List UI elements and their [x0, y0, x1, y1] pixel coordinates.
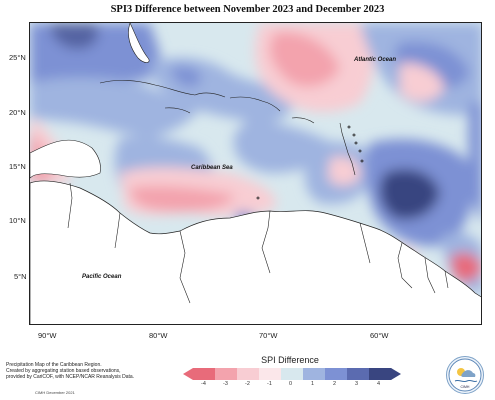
- lon-tick-80w: 80°W: [149, 331, 168, 340]
- coastlines: [67, 80, 449, 304]
- legend-tick-label: 1: [311, 381, 315, 387]
- legend-colorbar: [183, 368, 401, 380]
- legend-title: SPI Difference: [261, 355, 319, 365]
- pacific-ocean-label: Pacific Ocean: [82, 274, 122, 280]
- map-panel: Atlantic Ocean Caribbean Sea Pacific Oce…: [29, 22, 482, 325]
- logo-text: CIMH: [461, 385, 470, 389]
- legend-swatch: [237, 368, 260, 380]
- lat-tick-5n: 5°N: [14, 272, 27, 281]
- lat-tick-25n: 25°N: [9, 53, 26, 62]
- legend-tick-label: -4: [201, 381, 206, 387]
- lon-tick-70w: 70°W: [259, 331, 278, 340]
- land-masses: [30, 23, 481, 324]
- spi-difference-map: Atlantic Ocean Caribbean Sea Pacific Oce…: [30, 23, 481, 324]
- lat-tick-10n: 10°N: [9, 216, 26, 225]
- legend-swatch: [259, 368, 282, 380]
- caribbean-sea-label: Caribbean Sea: [191, 165, 233, 171]
- atlantic-ocean-label: Atlantic Ocean: [353, 57, 396, 63]
- map-title: SPI3 Difference between November 2023 an…: [110, 4, 385, 15]
- footnote-credit: CIMH December 2021: [35, 390, 75, 395]
- legend-tick-label: 4: [377, 381, 381, 387]
- map-footnote: Precipitation Map of the Caribbean Regio…: [6, 362, 156, 381]
- legend-swatch: [347, 368, 370, 380]
- legend-arrow-right: [391, 368, 401, 380]
- legend-swatches: [193, 368, 392, 380]
- legend-swatch: [303, 368, 326, 380]
- cimh-logo-icon: CIMH: [448, 358, 482, 392]
- footnote-line-2: Created by aggregating station based obs…: [6, 368, 121, 375]
- cimh-logo: CIMH: [446, 356, 484, 394]
- legend-arrow-left: [183, 368, 193, 380]
- legend-tick-label: -2: [245, 381, 250, 387]
- lat-tick-20n: 20°N: [9, 108, 26, 117]
- legend-tick-label: 0: [289, 381, 293, 387]
- lon-tick-60w: 60°W: [370, 331, 389, 340]
- legend-tick-label: 3: [355, 381, 359, 387]
- small-islands: [256, 125, 364, 200]
- legend-swatch: [369, 368, 392, 380]
- footnote-line-1: Precipitation Map of the Caribbean Regio…: [6, 362, 102, 368]
- lon-tick-90w: 90°W: [38, 331, 57, 340]
- legend-swatch: [325, 368, 348, 380]
- legend-tick-label: 2: [333, 381, 337, 387]
- legend-tick-label: -1: [267, 381, 272, 387]
- footnote-line-3: provided by CariCOF, with NCEP/NCAR Rean…: [6, 374, 135, 381]
- spi-field: [30, 23, 481, 294]
- legend-swatch: [281, 368, 304, 380]
- lat-tick-15n: 15°N: [9, 162, 26, 171]
- legend-swatch: [215, 368, 238, 380]
- legend-swatch: [193, 368, 216, 380]
- legend-tick-label: -3: [223, 381, 228, 387]
